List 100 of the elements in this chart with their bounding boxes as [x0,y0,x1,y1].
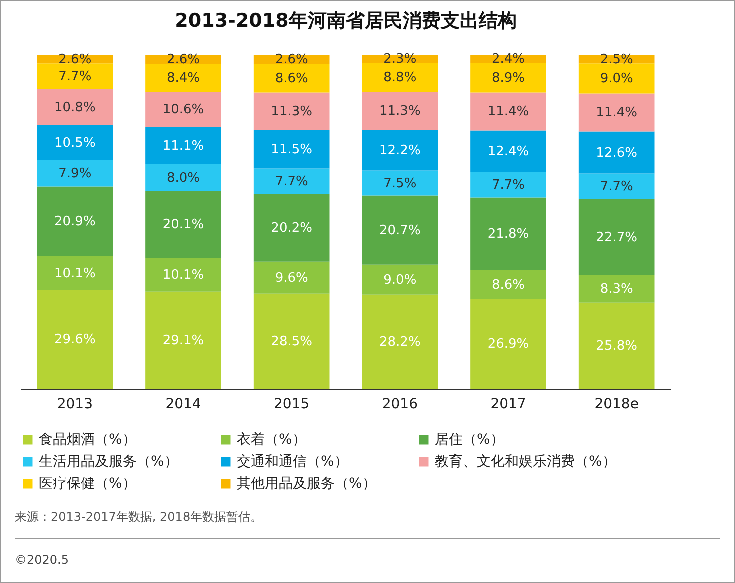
bar [37,290,114,389]
data-label: 9.6% [275,270,308,286]
bar [362,130,438,171]
bar [470,63,546,93]
data-label: 7.7% [58,70,92,85]
data-label: 7.7% [492,178,526,193]
legend-label: 生活用品及服务（%） [39,454,178,470]
data-label: 10.1% [54,266,96,282]
chart-title: 2013-2018年河南省居民消费支出结构 [175,10,517,32]
bar [362,170,438,196]
data-label: 20.2% [271,221,312,236]
data-label: 7.7% [275,174,308,190]
data-label: 2.4% [492,52,526,68]
bar [362,92,438,130]
bar [254,92,330,130]
data-label: 10.5% [54,136,96,151]
legend-label: 交通和通信（%） [237,454,348,470]
data-label: 26.9% [488,337,530,352]
bar [146,127,222,164]
bar [146,92,222,128]
data-label: 9.0% [600,72,634,87]
legend-label: 其他用品及服务（%） [237,476,376,492]
data-label: 28.2% [380,334,421,350]
data-label: 9.0% [384,272,417,288]
data-label: 11.3% [380,104,421,120]
bar [470,270,546,300]
x-tick-label: 2014 [166,396,202,412]
bar [146,191,222,258]
text: ©2020.5 [15,553,69,567]
bar [254,130,330,169]
data-label: 8.6% [492,278,526,293]
bar [37,186,114,257]
x-tick-label: 2018e [594,396,639,412]
data-label: 29.6% [54,332,96,348]
data-label: 8.6% [275,71,308,86]
data-label: 20.7% [380,223,421,238]
bar [254,294,330,389]
data-label: 12.6% [596,146,638,161]
data-label: 8.9% [492,70,526,86]
data-label: 7.9% [58,166,92,182]
data-label: 21.8% [488,227,530,242]
bar [362,63,438,92]
bar [362,294,438,389]
bar [470,130,546,172]
bar [146,164,222,192]
legend-label: 教育、文化和娱乐消费（%） [435,453,616,470]
bar [578,275,655,303]
bar [37,89,114,126]
source-note: 来源：2013-2017年数据, 2018年数据暂估。 [15,509,263,526]
bar [578,94,655,132]
bar [37,64,114,90]
bar [578,64,655,94]
bar [254,262,330,294]
data-label: 7.7% [600,180,634,195]
bar [578,199,655,276]
data-label: 11.1% [162,138,204,154]
x-tick-label: 2017 [490,396,526,412]
bar [254,194,330,262]
data-label: 22.7% [596,230,638,246]
bar [146,292,222,389]
bar [146,258,222,292]
data-label: 2.6% [58,52,92,68]
bar [362,264,438,295]
data-label: 25.8% [596,338,638,354]
bar [37,160,114,187]
bar [470,198,546,271]
bar [578,132,655,174]
x-tick-label: 2015 [274,396,310,412]
bar [470,172,546,198]
data-label: 29.1% [162,333,204,348]
data-label: 8.4% [166,71,200,86]
data-label: 20.9% [54,214,96,230]
data-label: 2.3% [384,52,417,68]
data-label: 12.2% [380,143,421,158]
data-label: 28.5% [271,334,312,350]
data-label: 2.6% [166,52,200,68]
data-label: 10.8% [54,100,96,116]
bar [578,174,655,200]
bar [254,64,330,93]
bar [254,168,330,194]
data-label: 2.6% [275,52,308,68]
data-label: 2.5% [600,52,634,68]
data-label: 11.4% [488,104,530,120]
data-label: 8.0% [166,170,200,186]
legend-label: 衣着（%） [237,432,306,448]
data-label: 8.8% [384,70,417,86]
bar [470,92,546,131]
bar [37,125,114,160]
x-tick-label: 2013 [57,396,93,412]
data-label: 7.5% [384,176,417,192]
bar [470,299,546,389]
data-label: 10.1% [162,268,204,284]
legend-label: 食品烟酒（%） [39,432,136,448]
legend-label: 居住（%） [435,432,504,448]
data-label: 11.5% [271,142,312,158]
data-label: 8.3% [600,282,634,298]
legend-label: 医疗保健（%） [39,476,136,492]
bar [37,256,114,290]
data-label: 12.4% [488,144,530,160]
x-tick-label: 2016 [382,396,418,412]
